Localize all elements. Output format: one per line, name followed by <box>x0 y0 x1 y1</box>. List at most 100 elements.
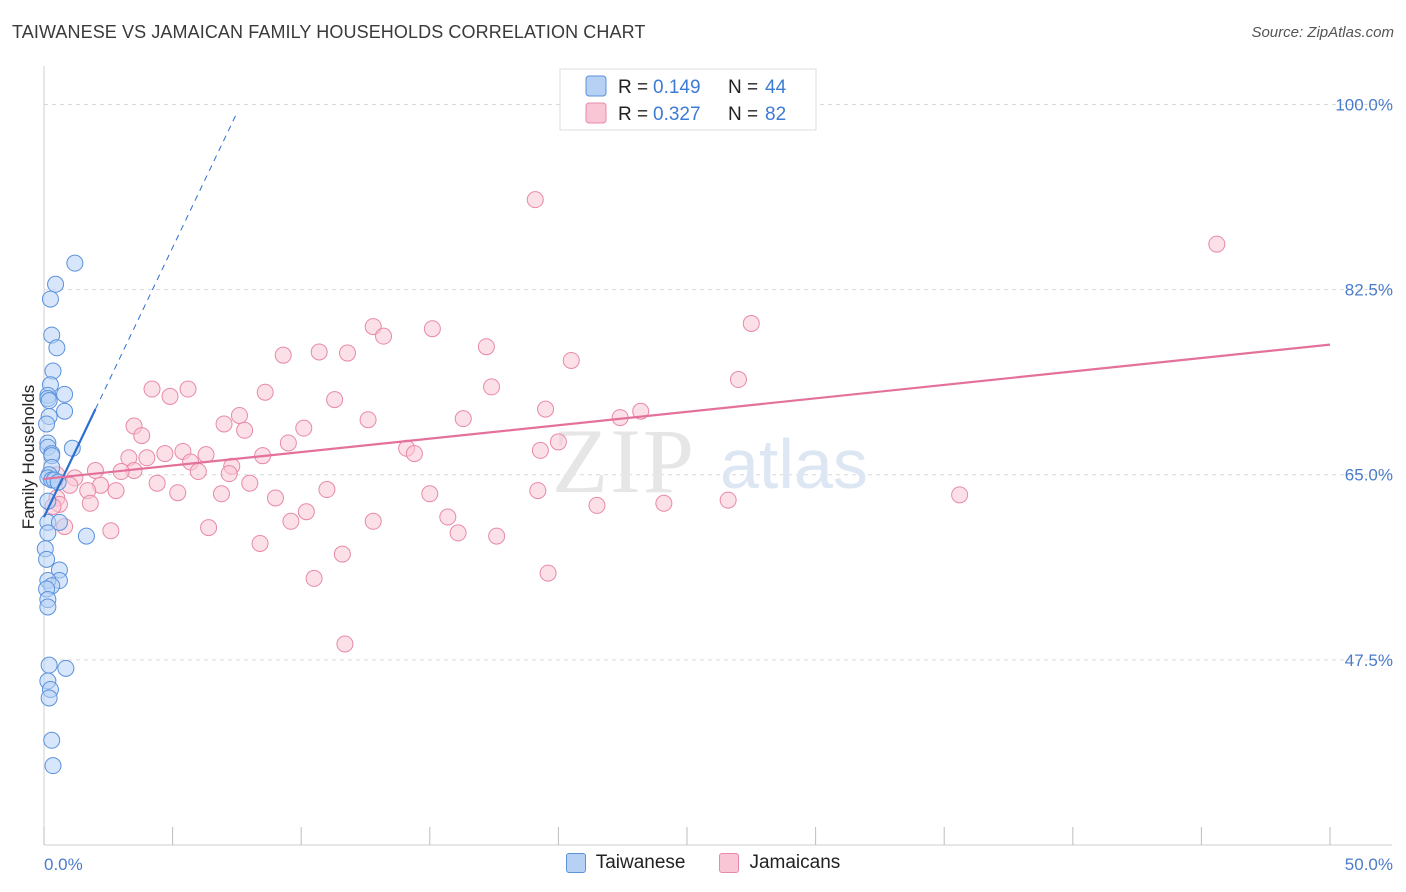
jamaican-point <box>215 415 233 433</box>
y-tick-label: 65.0% <box>1345 466 1393 485</box>
jamaican-point <box>338 344 356 362</box>
jamaican-point <box>189 463 207 481</box>
taiwanese-legend-label: Taiwanese <box>595 852 686 873</box>
jamaican-point <box>220 465 238 483</box>
watermark-zip: ZIP <box>552 410 696 512</box>
jamaican-point <box>537 400 555 418</box>
taiwanese-point <box>77 527 95 545</box>
jamaican-point <box>143 380 161 398</box>
taiwanese-point <box>47 275 65 293</box>
jamaican-point <box>241 474 259 492</box>
source-label: Source: ZipAtlas.com <box>1251 24 1394 41</box>
y-tick-label: 47.5% <box>1345 651 1393 670</box>
jamaican-point <box>562 351 580 369</box>
jamaican-point <box>282 512 300 530</box>
series-legend: Taiwanese Jamaicans <box>0 852 1406 874</box>
jamaican-point <box>197 446 215 464</box>
y-tick-label: 100.0% <box>1335 95 1393 114</box>
jamaican-point <box>297 503 315 521</box>
jamaican-point <box>488 527 506 545</box>
jamaican-n-value: 82 <box>765 104 786 125</box>
taiwanese-point <box>38 415 56 433</box>
taiwanese-point <box>44 757 62 775</box>
taiwanese-point <box>39 524 57 542</box>
jamaican-point <box>148 474 166 492</box>
jamaican-point <box>133 427 151 445</box>
grid-lines <box>44 103 1392 661</box>
jamaican-point <box>375 327 393 345</box>
jamaican-point <box>526 191 544 209</box>
trend-lines <box>43 112 1331 518</box>
stats-legend: R = 0.149 N = 44 R = 0.327 N = 82 <box>559 68 817 131</box>
taiwanese-point <box>39 598 57 616</box>
jamaican-point <box>169 484 187 502</box>
jamaican-point <box>449 524 467 542</box>
data-points <box>36 191 1226 775</box>
jamaican-point <box>156 445 174 463</box>
jamaican-point <box>295 419 313 437</box>
jamaican-point <box>483 378 501 396</box>
jamaican-point <box>719 491 737 509</box>
taiwanese-point <box>66 254 84 272</box>
jamaican-point <box>539 564 557 582</box>
jamaican-point <box>359 411 377 429</box>
jamaican-point <box>405 445 423 463</box>
jamaican-legend-swatch <box>719 853 740 873</box>
x-tick-label: 50.0% <box>1345 855 1393 874</box>
jamaican-point <box>236 421 254 439</box>
jamaican-point <box>477 338 495 356</box>
jamaican-point <box>588 496 606 514</box>
x-tick-labels: 0.0% 50.0% <box>44 855 1393 874</box>
taiwanese-n-value: 44 <box>765 77 787 98</box>
taiwanese-point <box>40 656 58 674</box>
jamaican-point <box>454 410 472 428</box>
taiwanese-point <box>50 513 68 531</box>
taiwanese-point <box>41 290 59 308</box>
taiwanese-point <box>40 689 58 707</box>
jamaican-trend-line <box>43 343 1331 481</box>
jamaican-n-label: N = <box>728 104 758 125</box>
jamaican-point <box>333 545 351 563</box>
jamaican-point <box>423 320 441 338</box>
jamaican-point <box>161 387 179 405</box>
jamaican-swatch <box>585 102 607 124</box>
jamaican-point <box>549 433 567 451</box>
y-tick-labels: 47.5% 65.0% 82.5% 100.0% <box>1335 95 1393 669</box>
jamaican-point <box>310 343 328 361</box>
jamaican-point <box>336 635 354 653</box>
taiwanese-trend-line <box>43 408 97 518</box>
jamaican-point <box>102 522 120 540</box>
taiwanese-point <box>43 731 61 749</box>
jamaican-legend-label: Jamaicans <box>749 852 841 873</box>
jamaican-r-value: 0.327 <box>653 104 701 125</box>
jamaican-point <box>279 434 297 452</box>
jamaican-point <box>251 534 269 552</box>
taiwanese-point <box>44 362 62 380</box>
jamaican-point <box>439 508 457 526</box>
legend-item-taiwanese: Taiwanese <box>565 852 686 874</box>
jamaican-point <box>86 461 104 479</box>
jamaican-point <box>200 519 218 537</box>
jamaican-point <box>212 485 230 503</box>
jamaican-point <box>531 441 549 459</box>
taiwanese-swatch <box>585 75 607 97</box>
jamaican-point <box>742 314 760 332</box>
y-axis-label: Family Households <box>19 385 38 530</box>
jamaican-point <box>266 489 284 507</box>
taiwanese-legend-swatch <box>565 853 586 873</box>
taiwanese-point <box>56 385 74 403</box>
jamaican-point <box>364 512 382 530</box>
taiwanese-r-value: 0.149 <box>653 77 701 98</box>
jamaican-point <box>729 371 747 389</box>
x-tick-label: 0.0% <box>44 855 83 874</box>
jamaican-point <box>305 569 323 587</box>
jamaican-point <box>274 346 292 364</box>
jamaican-point <box>138 449 156 467</box>
jamaican-point <box>230 406 248 424</box>
jamaican-point <box>179 380 197 398</box>
jamaican-point <box>951 486 969 504</box>
jamaican-point <box>326 391 344 409</box>
y-tick-label: 82.5% <box>1345 281 1393 300</box>
taiwanese-point <box>56 402 74 420</box>
